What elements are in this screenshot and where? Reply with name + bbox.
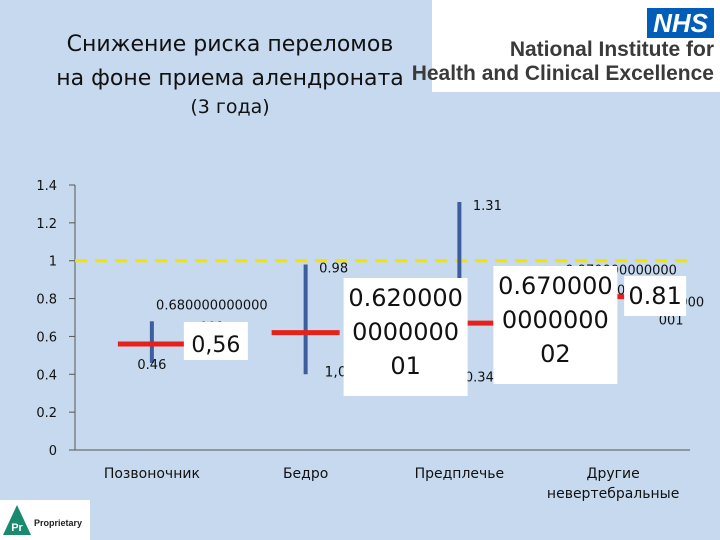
y-tick-label: 0 xyxy=(49,444,57,459)
data-label: 0.34 xyxy=(465,371,494,386)
chart-title: Снижение риска переломов на фоне приема … xyxy=(30,28,430,96)
data-label-box xyxy=(183,322,248,360)
chart-subtitle: (3 года) xyxy=(190,96,270,118)
data-label-large: 02 xyxy=(540,340,571,368)
data-label-box xyxy=(343,278,468,396)
x-category-label: Другие xyxy=(587,466,640,482)
x-category-label: Бедро xyxy=(283,466,328,482)
data-label-large: 0000000 xyxy=(502,306,609,334)
y-tick-label: 1 xyxy=(49,255,57,270)
y-tick-label: 0.6 xyxy=(36,330,57,345)
data-label-large: 01 xyxy=(390,352,421,380)
x-category-label: Позвоночник xyxy=(104,466,200,482)
data-label-large: 0000000 xyxy=(352,318,459,346)
svg-text:Pr: Pr xyxy=(11,522,23,534)
proprietary-icon: Pr xyxy=(3,505,31,535)
data-label: 0.680000000000 xyxy=(156,298,268,313)
data-label-large: 0.620000 xyxy=(348,284,463,312)
data-label: 1,0 xyxy=(324,364,346,380)
nice-logo-line-1: National Institute for xyxy=(509,38,714,61)
data-label: 1.31 xyxy=(473,199,502,214)
data-label-large: 0.81 xyxy=(628,282,681,310)
nhs-logo-mark: NHS xyxy=(647,8,714,38)
data-label: 001 xyxy=(659,314,684,329)
x-category-label: Предплечье xyxy=(415,466,505,482)
y-tick-label: 0.8 xyxy=(36,293,57,308)
y-tick-label: 0.2 xyxy=(36,406,57,421)
data-label-box xyxy=(624,276,687,316)
data-label-large: 0.670000 xyxy=(498,272,613,300)
data-label: 0.46 xyxy=(137,358,166,373)
y-tick-label: 0.4 xyxy=(36,368,57,383)
y-tick-label: 1.2 xyxy=(36,217,57,232)
data-label-box xyxy=(493,266,618,384)
title-line-1: Снижение риска переломов xyxy=(66,32,394,57)
x-category-label: невертебральные xyxy=(547,486,679,502)
title-line-2: на фоне приема алендроната xyxy=(56,66,404,91)
data-label: 0.98 xyxy=(319,262,348,277)
data-label: 0,56 xyxy=(191,333,240,358)
nice-logo: NHS National Institute for Health and Cl… xyxy=(412,0,720,92)
y-tick-label: 1.4 xyxy=(36,179,57,194)
proprietary-label: Proprietary xyxy=(34,518,83,528)
proprietary-badge: Pr Proprietary xyxy=(0,500,90,540)
nice-logo-line-2: Health and Clinical Excellence xyxy=(411,62,714,85)
